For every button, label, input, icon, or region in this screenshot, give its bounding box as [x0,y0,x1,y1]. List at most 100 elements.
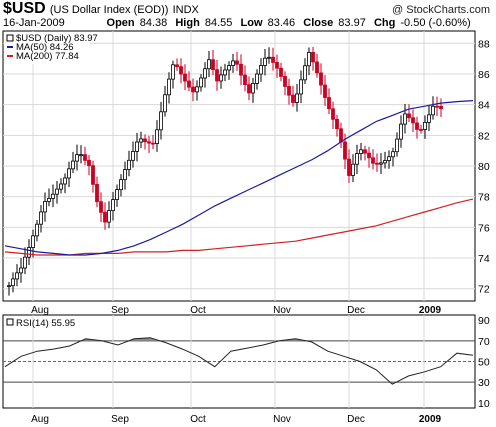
candle-body [419,129,423,131]
candle-body [255,73,259,84]
price-x-label: Oct [190,305,206,316]
price-x-labels: Aug Sep Oct Nov Dec 2009 [31,305,441,316]
candle-body [15,272,19,280]
price-tick-label: 88 [478,38,490,50]
rsi-tick-label: 50 [478,357,490,369]
candle-body [11,278,15,287]
candle-body [139,138,143,143]
candle-body [311,51,315,63]
candle-body [123,169,127,181]
candle-body [371,157,375,164]
candle-body [95,183,99,203]
candle-body [159,111,163,131]
price-x-label: Sep [111,305,129,316]
candle-body [187,80,191,88]
credit[interactable]: @ StockCharts.com [392,4,490,16]
candle-body [327,97,331,110]
candle-body [27,247,31,258]
candle-body [47,198,51,202]
candle-body [283,76,287,87]
candle-body [427,114,431,123]
candle-body [275,62,279,69]
candle-body [227,65,231,71]
candle-body [195,86,199,93]
candle-body [343,141,347,160]
candle-body [179,66,183,75]
rsi-x-label: 2009 [419,414,442,425]
price-x-label: Aug [31,305,49,316]
candle-body [143,138,147,143]
candle-body [355,153,359,165]
close-label: Close [303,17,334,29]
price-tick-label: 72 [478,284,490,296]
chg-label: Chg [373,17,396,29]
symbol-description: (US Dollar Index (EOD)) [49,4,169,16]
rsi-tick-label: 30 [478,377,490,389]
legend-swatch-rsi [6,318,14,326]
candle-body [75,154,79,162]
candle-body [367,152,371,159]
candle-body [335,118,339,130]
candle-body [295,93,299,103]
rsi-tick-label: 90 [478,315,490,327]
candle-body [215,69,219,82]
candle-body [167,78,171,96]
candle-body [279,67,283,77]
candle-body [87,159,91,167]
ma50-line [4,100,474,256]
candle-body [251,83,255,94]
candle-body [267,56,271,59]
price-tick-label: 76 [478,222,490,234]
candle-body [303,65,307,81]
candle-body [131,150,135,161]
candle-body [151,142,155,145]
candle-body [323,84,327,98]
candle-body [91,165,95,185]
candle-body [171,64,175,80]
candle-body [407,113,411,119]
candle-body [231,60,235,66]
candle-body [23,256,27,269]
candle-body [383,160,387,164]
legend-ma200: MA(200) 77.84 [16,51,79,62]
candle-body [431,105,435,116]
rsi-tick-label: 70 [478,336,490,348]
rsi-x-labels: Aug Sep Oct Nov Dec 2009 [31,414,441,425]
candle-body [315,61,319,74]
candle-body [435,105,439,108]
rsi-x-label: Nov [273,414,291,425]
rsi-tick-label: 10 [478,398,490,410]
candle-body [347,158,351,176]
legend-price: $USD (Daily) 83.97 [16,33,98,44]
open-value: 84.38 [139,17,168,29]
candle-body [351,163,355,176]
candle-body [19,267,23,274]
legend-rsi: RSI(14) 55.95 [16,318,75,329]
candle-body [439,106,443,110]
candle-body [423,121,427,130]
candle-body [203,68,207,79]
ma200-line [4,198,474,256]
candle-body [35,223,39,237]
candle-body [199,77,203,88]
candle-body [219,74,223,82]
candle-body [387,156,391,161]
price-tick-label: 80 [478,161,490,173]
rsi-x-label: Dec [347,414,365,425]
price-x-label: Dec [347,305,365,316]
candle-body [175,64,179,68]
candle-body [263,57,267,66]
candle-body [135,141,139,152]
candle-body [403,113,407,125]
candle-body [259,65,263,75]
candle-body [207,59,211,70]
candle-body [51,193,55,199]
rsi-x-label: Aug [31,414,49,425]
price-tick-label: 82 [478,130,490,142]
legend-swatch-price [6,34,14,42]
rsi-line [4,337,474,385]
candle-body [299,79,303,95]
candle-body [239,63,243,76]
candle-body [99,201,103,213]
